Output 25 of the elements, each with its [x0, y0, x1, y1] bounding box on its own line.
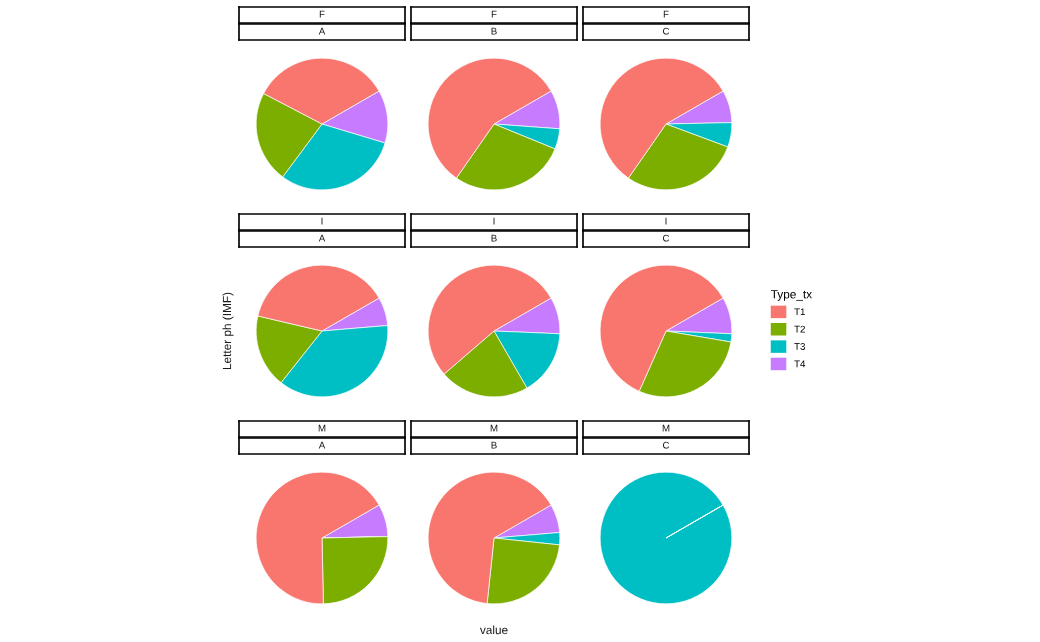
legend-label: T4 [794, 360, 806, 368]
chart-subtitle: A [318, 441, 326, 449]
chart-title: I [493, 217, 495, 225]
chart-subtitle: B [491, 27, 497, 35]
chart-subtitle: C [662, 441, 670, 449]
chart-subtitle: B [491, 441, 497, 449]
legend-title: Type_tx [771, 290, 812, 301]
chart-subtitle: A [318, 234, 326, 242]
chart-subtitle: C [662, 234, 670, 242]
text: value [479, 625, 508, 635]
chart-title: I [665, 217, 667, 225]
chart-title: M [318, 424, 326, 432]
legend-label: T2 [794, 325, 805, 333]
chart-title: F [491, 10, 497, 18]
chart-title: M [662, 424, 670, 432]
chart-subtitle: A [318, 27, 326, 35]
legend-label: T1 [794, 308, 805, 316]
chart-subtitle: C [662, 27, 670, 35]
chart-title: F [663, 10, 669, 18]
legend-label: T3 [794, 343, 805, 350]
chart-subtitle: B [491, 234, 497, 242]
chart-title: F [319, 10, 325, 18]
text: Letter ph (IMF) [222, 292, 234, 370]
chart-title: M [490, 424, 498, 432]
chart-title: I [321, 217, 323, 225]
